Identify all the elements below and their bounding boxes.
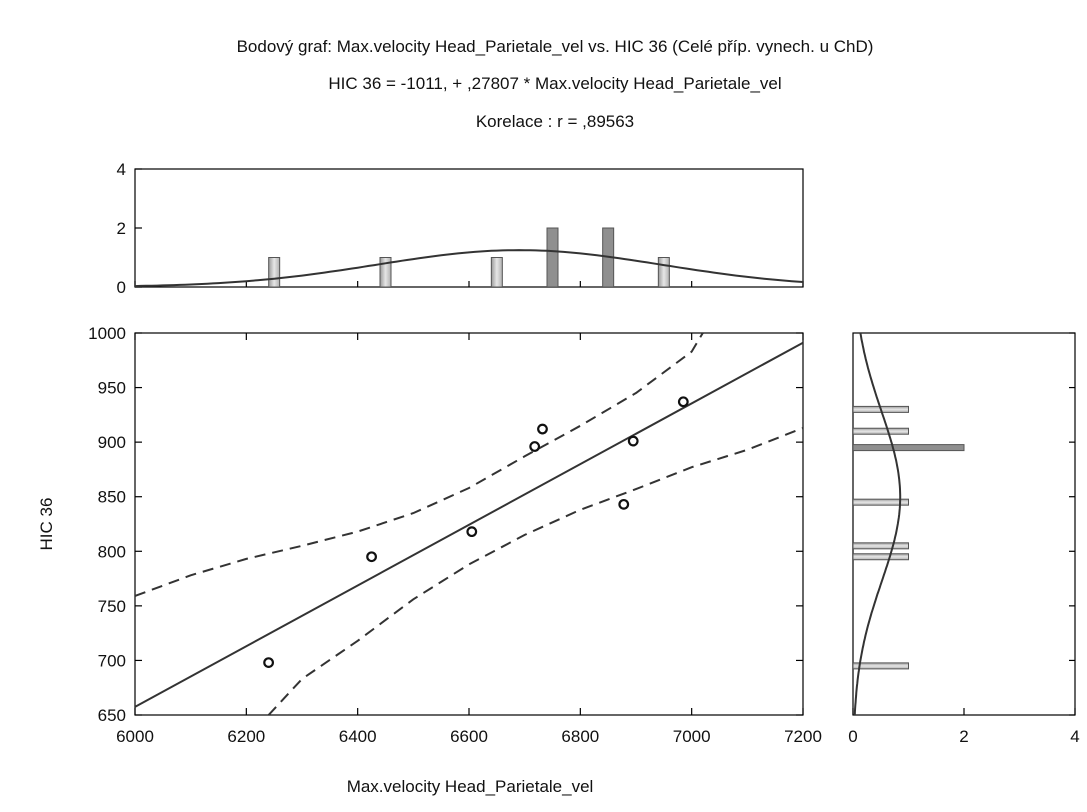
top-histogram-bar xyxy=(268,257,281,287)
y-tick-label: 700 xyxy=(98,651,126,670)
right-histogram-frame xyxy=(852,332,1076,716)
y-tick-label: 800 xyxy=(98,542,126,561)
top-hist-y-tick-label: 4 xyxy=(117,160,126,179)
right-histogram-bar xyxy=(853,444,965,452)
y-tick-label: 950 xyxy=(98,379,126,398)
right-hist-x-tick-label: 4 xyxy=(1070,727,1079,746)
x-tick-label: 6000 xyxy=(116,727,154,746)
right-histogram-content xyxy=(853,333,965,715)
right-hist-x-tick-label: 2 xyxy=(959,727,968,746)
top-hist-y-tick-label: 2 xyxy=(117,219,126,238)
data-point xyxy=(618,498,630,510)
top-histogram-bar xyxy=(379,257,392,287)
x-tick-label: 6200 xyxy=(227,727,265,746)
y-axis-label: HIC 36 xyxy=(37,498,56,551)
data-point xyxy=(537,423,548,435)
right-histogram-bar xyxy=(853,662,909,670)
y-tick-label: 900 xyxy=(98,433,126,452)
right-histogram-normal-curve xyxy=(853,333,902,715)
chart-title: Bodový graf: Max.velocity Head_Parietale… xyxy=(237,37,874,56)
top-histogram-frame xyxy=(134,168,804,288)
top-histogram-bar xyxy=(546,227,559,287)
main-plot-content xyxy=(135,333,803,715)
y-tick-label: 650 xyxy=(98,706,126,725)
top-hist-y-tick-label: 0 xyxy=(117,278,126,297)
y-tick-label: 1000 xyxy=(88,324,126,343)
top-histogram-bar xyxy=(490,257,503,287)
top-histogram-content xyxy=(135,227,803,287)
right-hist-x-tick-label: 0 xyxy=(848,727,857,746)
y-tick-label: 850 xyxy=(98,488,126,507)
data-point xyxy=(263,657,275,669)
data-point xyxy=(529,441,541,452)
x-tick-label: 7000 xyxy=(673,727,711,746)
top-histogram-bar xyxy=(657,257,670,287)
x-tick-label: 7200 xyxy=(784,727,822,746)
chart-subtitle: HIC 36 = -1011, + ,27807 * Max.velocity … xyxy=(328,74,781,93)
right-histogram-bar xyxy=(853,542,909,550)
x-axis-label: Max.velocity Head_Parietale_vel xyxy=(347,777,594,796)
data-point xyxy=(466,526,478,538)
x-tick-label: 6600 xyxy=(450,727,488,746)
right-histogram-bar xyxy=(853,553,909,561)
x-tick-label: 6400 xyxy=(339,727,377,746)
plot-layer: 6000 6200 6400 6600 6800 7000 7200 650 700 750 800… xyxy=(88,160,1080,746)
data-point xyxy=(627,435,639,447)
regression-line xyxy=(135,341,803,708)
top-histogram-normal-curve xyxy=(135,249,803,287)
right-histogram-bar xyxy=(853,498,909,506)
confidence-band-lower xyxy=(267,427,803,715)
data-point xyxy=(366,551,377,563)
correlation-label: Korelace : r = ,89563 xyxy=(476,112,634,131)
y-tick-label: 750 xyxy=(98,597,126,616)
confidence-band-upper xyxy=(135,333,704,597)
data-point xyxy=(677,396,689,408)
x-tick-label: 6800 xyxy=(561,727,599,746)
right-histogram-bar xyxy=(853,427,909,435)
